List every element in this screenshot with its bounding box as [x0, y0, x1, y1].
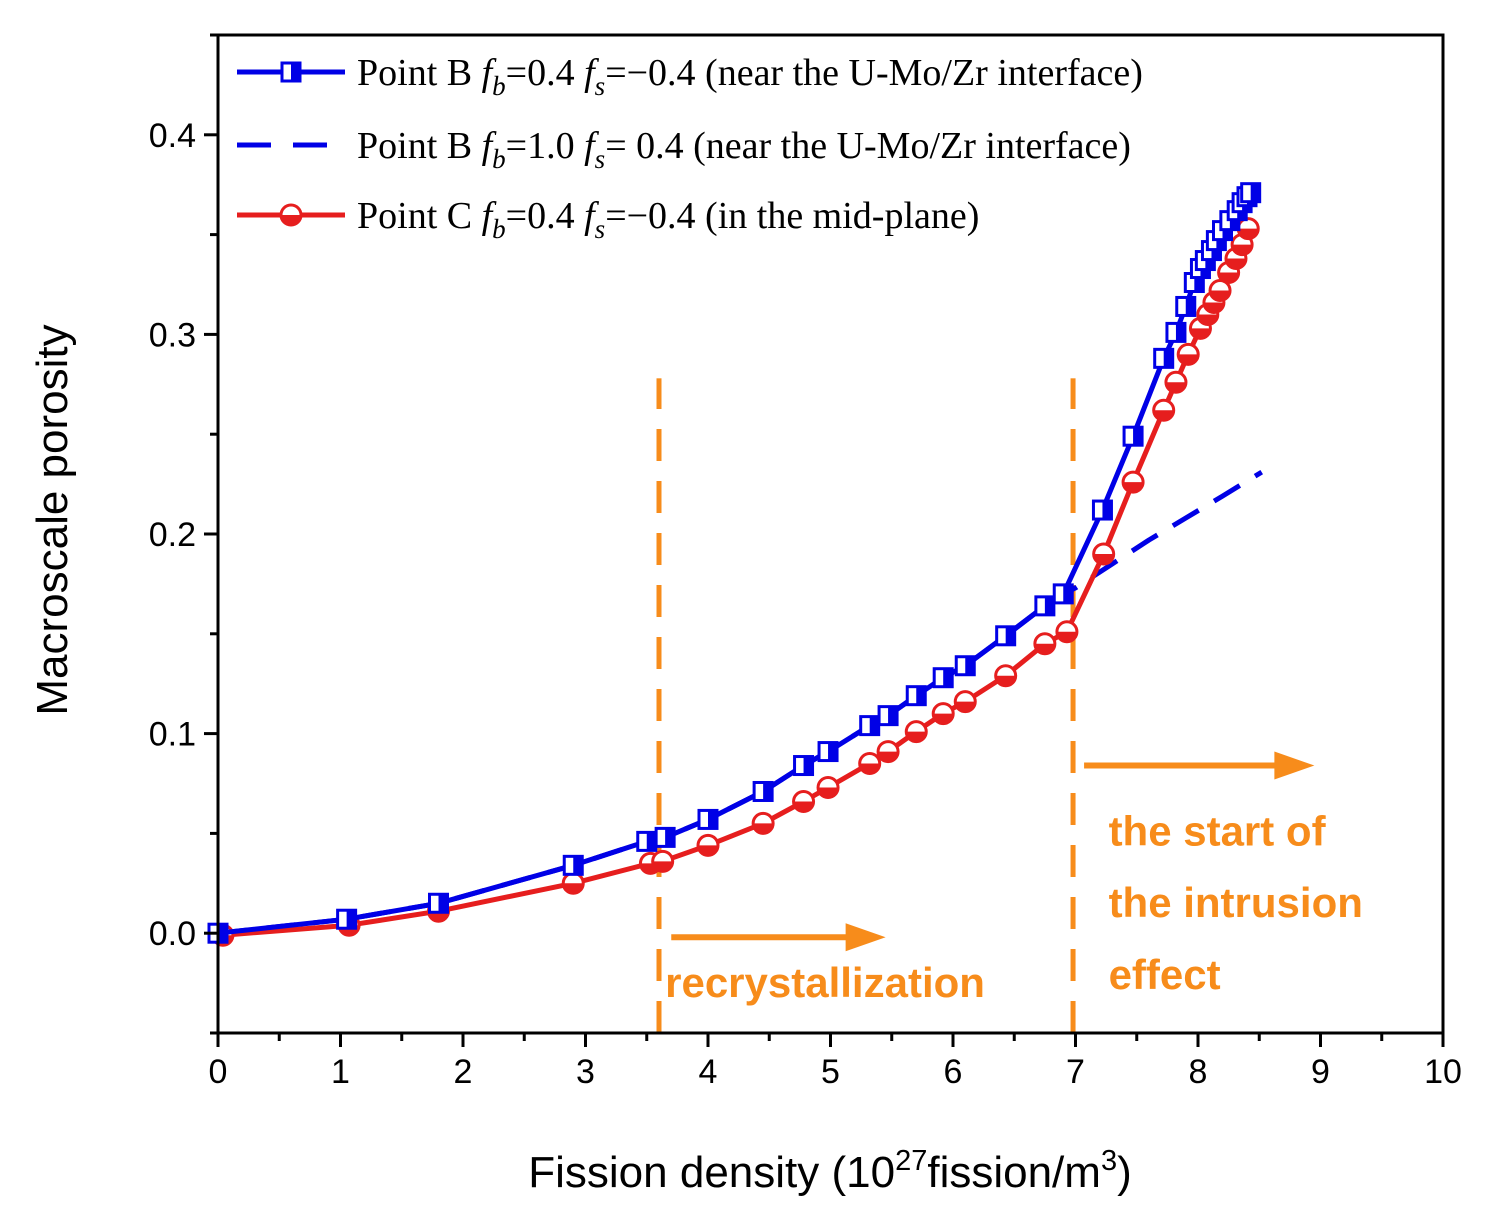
- data-point: [1092, 542, 1116, 566]
- x-tick-label: 3: [576, 1053, 595, 1091]
- axis-ticks: 0 1 2 3 4 5 6 7 8 9 10 0.0 0.1 0.2 0.3 0.4: [149, 33, 1462, 1091]
- x-tick-label: 0: [209, 1053, 228, 1091]
- data-point: [561, 871, 585, 895]
- data-point: [751, 811, 775, 835]
- intrusion-label-line2: the intrusion: [1109, 879, 1363, 926]
- data-point: [858, 752, 882, 776]
- y-tick-label: 0.0: [149, 915, 196, 953]
- data-point: [1122, 425, 1144, 447]
- data-point: [1121, 470, 1145, 494]
- orange-arrow: [1084, 751, 1315, 780]
- data-point: [1091, 499, 1113, 521]
- x-tick-label: 5: [821, 1053, 840, 1091]
- legend-entry-point-c-fb04: Point C fb=0.4 fs=−0.4 (in the mid-plane…: [237, 195, 979, 244]
- y-axis-title: Macroscale porosity: [28, 324, 77, 715]
- x-tick-label: 10: [1424, 1053, 1462, 1091]
- series-layer: [207, 182, 1264, 947]
- series-line: [217, 191, 1253, 936]
- x-tick-label: 2: [454, 1053, 473, 1091]
- data-point: [636, 830, 658, 852]
- data-point: [697, 808, 719, 830]
- x-tick-label: 8: [1189, 1053, 1208, 1091]
- y-tick-label: 0.1: [149, 716, 196, 754]
- data-point: [280, 61, 302, 83]
- data-point: [876, 740, 900, 764]
- data-point: [279, 203, 303, 227]
- orange-arrow: [671, 923, 886, 952]
- data-point: [1175, 295, 1197, 317]
- recrystallization-label: recrystallization: [665, 959, 985, 1006]
- data-point: [817, 741, 839, 763]
- data-point: [1217, 261, 1241, 285]
- data-point: [1202, 290, 1226, 314]
- threshold-lines: [656, 378, 1076, 1033]
- series-point-c-fb04: [211, 217, 1260, 947]
- data-point: [994, 664, 1018, 688]
- x-axis-title: Fission density (1027fission/m3): [528, 1145, 1131, 1197]
- data-point: [1033, 632, 1057, 656]
- series-point-b-fb04: [207, 182, 1262, 944]
- x-tick-label: 7: [1066, 1053, 1085, 1091]
- data-point: [932, 667, 954, 689]
- x-axis-title-text: Fission density (10: [528, 1148, 895, 1197]
- data-point: [1176, 342, 1200, 366]
- data-point: [696, 833, 720, 857]
- legend: Point B fb=0.4 fs=−0.4 (near the U-Mo/Zr…: [237, 52, 1143, 244]
- x-axis-title-exponent2: 3: [1101, 1145, 1117, 1177]
- data-point: [793, 755, 815, 777]
- annotations: recrystallization the start of the intrusi…: [665, 807, 1363, 1006]
- data-point: [1052, 583, 1074, 605]
- data-point: [1236, 217, 1260, 241]
- data-point: [792, 789, 816, 813]
- y-tick-label: 0.4: [149, 117, 196, 155]
- data-point: [905, 685, 927, 707]
- x-axis-title-unit: fission/m: [927, 1148, 1101, 1197]
- data-point: [1164, 370, 1188, 394]
- legend-label: Point B fb=0.4 fs=−0.4 (near the U-Mo/Zr…: [357, 52, 1143, 101]
- intrusion-label-line3: effect: [1109, 951, 1221, 998]
- data-point: [931, 702, 955, 726]
- data-point: [1034, 595, 1056, 617]
- annotation-arrows: [671, 751, 1315, 952]
- series-line: [222, 227, 1251, 938]
- x-tick-label: 4: [699, 1053, 718, 1091]
- data-point: [428, 892, 449, 914]
- x-axis-title-close: ): [1117, 1148, 1132, 1197]
- legend-entry-point-b-fb10: Point B fb=1.0 fs= 0.4 (near the U-Mo/Zr…: [237, 125, 1131, 174]
- data-point: [1152, 398, 1176, 422]
- data-point: [1240, 182, 1262, 204]
- y-tick-label: 0.2: [149, 516, 196, 554]
- data-point: [651, 849, 675, 873]
- series-point-b-fb10: [217, 469, 1264, 936]
- data-point: [1153, 347, 1175, 369]
- data-point: [562, 854, 584, 876]
- x-tick-label: 9: [1311, 1053, 1330, 1091]
- data-point: [752, 780, 774, 802]
- data-point: [1055, 620, 1079, 644]
- data-point: [1165, 321, 1187, 343]
- data-point: [1208, 278, 1232, 302]
- x-tick-label: 1: [331, 1053, 350, 1091]
- x-axis-title-exponent: 27: [895, 1145, 927, 1177]
- legend-label: Point B fb=1.0 fs= 0.4 (near the U-Mo/Zr…: [357, 125, 1131, 174]
- data-point: [904, 720, 928, 744]
- data-point: [877, 705, 899, 727]
- y-tick-label: 0.3: [149, 316, 196, 354]
- data-point: [654, 826, 676, 848]
- legend-label: Point C fb=0.4 fs=−0.4 (in the mid-plane…: [357, 195, 979, 244]
- legend-entry-point-b-fb04: Point B fb=0.4 fs=−0.4 (near the U-Mo/Zr…: [237, 52, 1143, 101]
- data-point: [995, 625, 1017, 647]
- data-point: [953, 690, 977, 714]
- intrusion-label-line1: the start of: [1109, 807, 1327, 854]
- data-point: [816, 775, 840, 799]
- data-point: [954, 655, 976, 677]
- data-point: [336, 908, 358, 930]
- series-line: [217, 469, 1264, 936]
- x-tick-label: 6: [944, 1053, 963, 1091]
- data-point: [859, 715, 881, 737]
